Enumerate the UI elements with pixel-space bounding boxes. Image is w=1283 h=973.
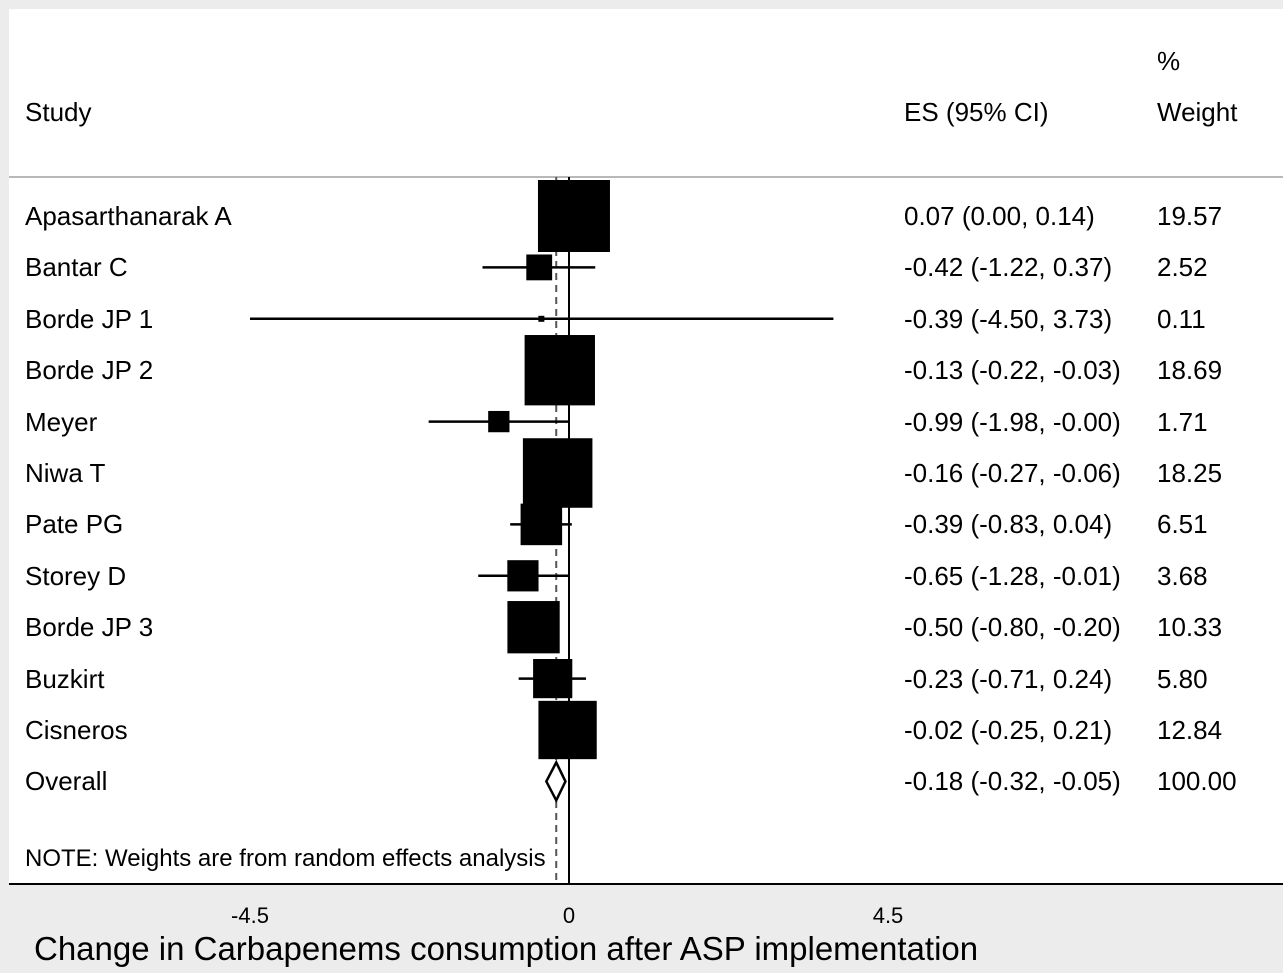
- effect-box: [524, 335, 595, 406]
- header-weight: Weight: [1157, 97, 1238, 127]
- weight-value: 5.80: [1157, 663, 1208, 694]
- study-label: Borde JP 1: [25, 303, 154, 334]
- es-ci-value: -0.02 (-0.25, 0.21): [904, 715, 1113, 745]
- effect-box: [507, 560, 539, 592]
- x-tick-label: -4.5: [231, 903, 269, 928]
- weight-value: 0.11: [1157, 303, 1206, 334]
- weight-value: 3.68: [1157, 560, 1208, 591]
- study-label: Borde JP 2: [25, 355, 154, 386]
- header-study: Study: [25, 97, 92, 127]
- study-label: Bantar C: [25, 252, 128, 283]
- es-ci-value: -0.23 (-0.71, 0.24): [904, 663, 1113, 694]
- study-label: Storey D: [25, 560, 127, 591]
- x-tick-label: 0: [562, 903, 576, 928]
- es-ci-value: -0.39 (-0.83, 0.04): [904, 509, 1113, 540]
- effect-box: [520, 503, 563, 546]
- weight-value: 10.33: [1157, 612, 1223, 643]
- header-es: ES (95% CI): [904, 97, 1049, 127]
- weight-value: 18.69: [1157, 355, 1223, 386]
- weights-note: NOTE: Weights are from random effects an…: [25, 845, 546, 872]
- effect-box: [507, 601, 560, 654]
- effect-box: [538, 700, 597, 760]
- weight-value: 12.84: [1157, 715, 1223, 745]
- header-weight-pct: %: [1157, 46, 1181, 76]
- weight-value: 19.57: [1157, 201, 1223, 231]
- es-ci-value: -0.13 (-0.22, -0.03): [904, 355, 1121, 386]
- study-label: Apasarthanarak A: [25, 201, 232, 231]
- plot-panel: [9, 9, 1283, 884]
- es-ci-value: -0.16 (-0.27, -0.06): [904, 458, 1121, 488]
- x-axis-title: Change in Carbapenems consumption after …: [34, 930, 979, 967]
- study-label: Niwa T: [25, 458, 106, 488]
- study-label: Pate PG: [25, 509, 124, 540]
- study-label: Buzkirt: [25, 663, 105, 694]
- es-ci-value: 0.07 (0.00, 0.14): [904, 201, 1095, 231]
- study-label: Meyer: [25, 406, 98, 437]
- es-ci-value: -0.99 (-1.98, -0.00): [904, 406, 1121, 437]
- overall-diamond: [544, 759, 567, 804]
- weight-value: 6.51: [1157, 509, 1208, 540]
- x-tick-label: 4.5: [872, 903, 904, 928]
- es-ci-value: -0.65 (-1.28, -0.01): [904, 560, 1121, 591]
- effect-box: [537, 180, 610, 252]
- es-ci-value: -0.42 (-1.22, 0.37): [904, 252, 1113, 283]
- effect-box: [488, 410, 510, 433]
- effect-box: [533, 659, 573, 699]
- overall-label: Overall: [25, 766, 108, 797]
- effect-box: [522, 438, 593, 508]
- overall-es-ci-value: -0.18 (-0.32, -0.05): [904, 766, 1121, 797]
- effect-box: [538, 315, 545, 322]
- es-ci-value: -0.39 (-4.50, 3.73): [904, 303, 1113, 334]
- overall-weight-value: 100.00: [1157, 766, 1237, 797]
- es-ci-value: -0.50 (-0.80, -0.20): [904, 612, 1121, 643]
- weight-value: 18.25: [1157, 458, 1223, 488]
- study-label: Cisneros: [25, 715, 128, 745]
- weight-value: 2.52: [1157, 252, 1208, 283]
- weight-value: 1.71: [1157, 406, 1208, 437]
- effect-box: [526, 254, 553, 281]
- study-label: Borde JP 3: [25, 612, 154, 643]
